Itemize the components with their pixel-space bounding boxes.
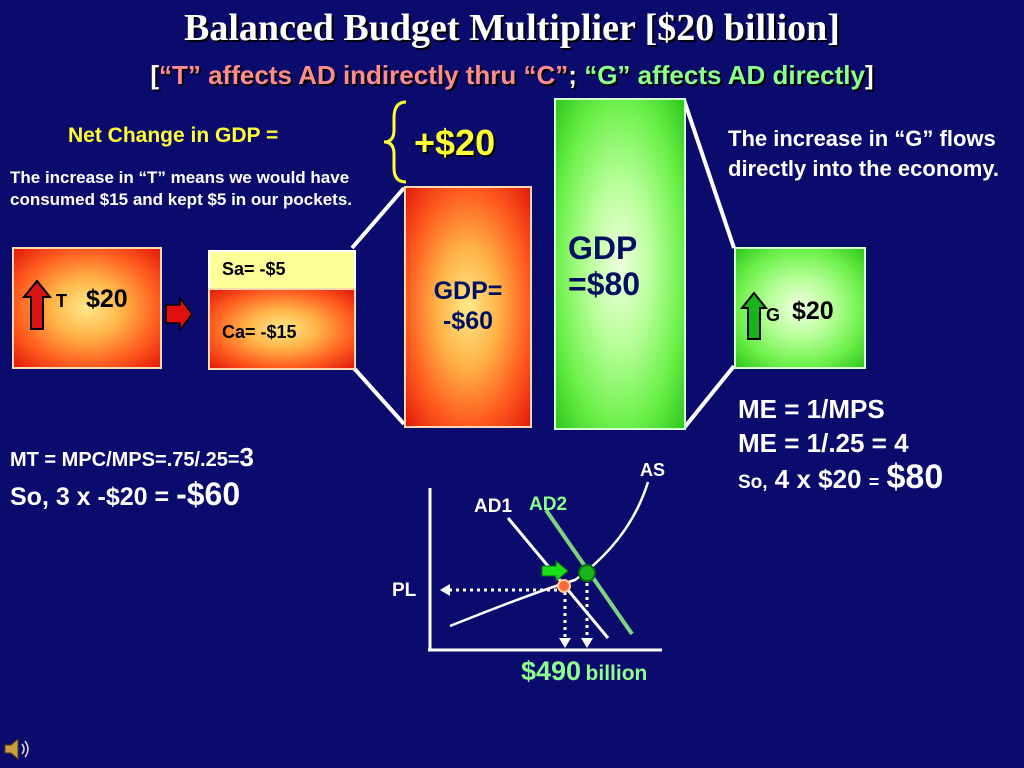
me-calc: 4 x $20	[767, 464, 869, 494]
tax-box: T $20	[12, 247, 162, 369]
right-arrow-icon	[165, 296, 193, 332]
gdp-unit: billion	[585, 662, 648, 685]
me-result: $80	[886, 458, 944, 496]
government-box: G $20	[734, 247, 866, 369]
pl-label: PL	[392, 580, 417, 601]
mt-so-result: -$60	[176, 476, 241, 512]
down-arrow-icon	[559, 638, 571, 648]
consumption-box: Ca= -$15	[208, 288, 356, 370]
me-line2: ME = 1/.25 = 4	[738, 428, 909, 458]
connector-line-bottom-right	[682, 364, 736, 430]
subtitle-separator: ;	[568, 60, 577, 90]
gdp-decrease-line1: GDP=	[433, 277, 503, 305]
mt-line2: So, 3 x -$20 = -$60	[10, 476, 240, 513]
subtitle-t-part: “T” affects AD indirectly thru “C”	[158, 60, 569, 90]
shift-arrow-icon	[541, 559, 569, 583]
curly-brace-icon	[383, 100, 407, 184]
connector-line-top-left	[350, 186, 406, 250]
equilibrium-point-2	[578, 564, 596, 582]
gdp-decrease-line2: -$60	[442, 307, 494, 335]
slide-subtitle: [“T” affects AD indirectly thru “C”; “G”…	[0, 60, 1024, 91]
ad2-label: AD2	[529, 494, 568, 515]
mt-formula: MT = MPC/MPS=.75/.25=	[10, 449, 240, 471]
mt-line1: MT = MPC/MPS=.75/.25=3	[10, 442, 254, 473]
as-label: AS	[640, 460, 666, 480]
saving-label: Sa= -$5	[222, 259, 286, 279]
me-block: ME = 1/MPS ME = 1/.25 = 4 So, 4 x $20 = …	[738, 392, 943, 500]
me-line1: ME = 1/MPS	[738, 394, 885, 424]
government-letter: G	[766, 305, 781, 325]
up-arrow-icon	[740, 291, 768, 340]
ad1-label: AD1	[474, 496, 513, 517]
net-change-label: Net Change in GDP =	[68, 124, 279, 147]
me-so: So,	[738, 472, 768, 493]
down-arrow-icon	[581, 638, 593, 648]
as-curve	[449, 481, 650, 628]
equilibrium-point-1	[557, 579, 571, 593]
g-note: The increase in “G” flows directly into …	[728, 126, 999, 181]
me-equals: =	[868, 472, 880, 492]
slide-title: Balanced Budget Multiplier [$20 billion]	[184, 7, 840, 49]
gdp-value-label: $490 billion	[521, 656, 647, 687]
tax-letter: T	[56, 291, 67, 311]
connector-line-bottom-left	[350, 364, 406, 426]
tax-note: The increase in “T” means we would have …	[10, 168, 352, 209]
subtitle-g-part: “G” affects AD directly	[584, 60, 865, 90]
gdp-increase-box: GDP =$80	[554, 98, 686, 430]
tax-value: $20	[86, 285, 128, 313]
gdp-decrease-box: GDP= -$60	[404, 186, 532, 428]
gdp-increase-line1: GDP	[568, 230, 638, 266]
gdp-increase-line2: =$80	[568, 266, 641, 302]
consumption-label: Ca= -$15	[222, 322, 297, 342]
subtitle-close-bracket: ]	[865, 60, 874, 90]
mt-result: 3	[239, 442, 254, 472]
gdp-value: $490	[521, 656, 582, 686]
mt-so: So, 3 x -$20 =	[10, 483, 177, 511]
government-value: $20	[792, 297, 834, 325]
connector-line-top-right	[682, 99, 736, 249]
pl-arrow-icon	[440, 584, 450, 596]
speaker-icon[interactable]	[2, 734, 34, 764]
subtitle-open-bracket: [	[150, 60, 159, 90]
net-change-value: +$20	[414, 122, 496, 163]
up-arrow-icon	[22, 279, 52, 330]
